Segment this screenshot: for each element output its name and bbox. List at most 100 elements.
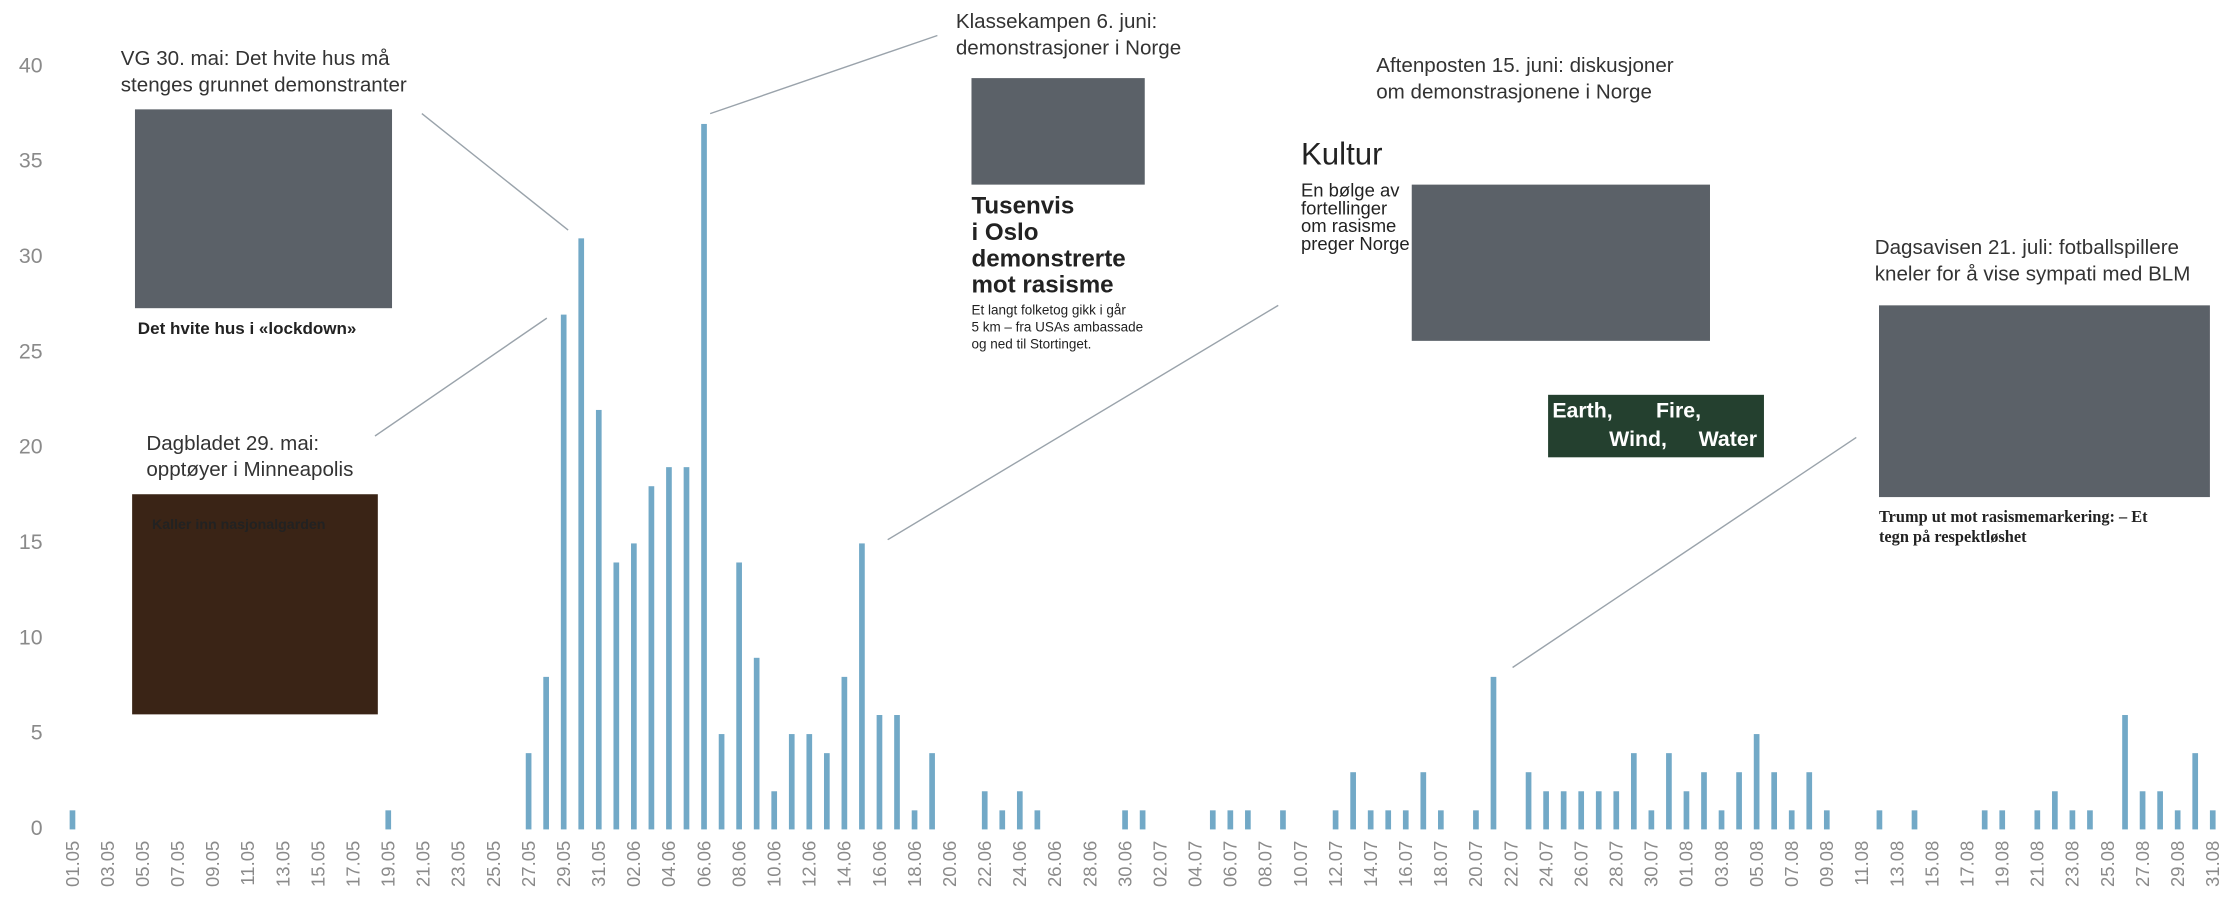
- image-text: mot rasisme: [971, 272, 1113, 299]
- bar: [1473, 810, 1479, 830]
- x-tick-label: 30.07: [1641, 841, 1662, 887]
- x-tick-label: 05.08: [1746, 841, 1767, 887]
- y-tick-label: 25: [19, 339, 43, 363]
- x-tick-label: 25.05: [483, 841, 504, 887]
- bar: [1683, 791, 1690, 830]
- bar: [1350, 772, 1356, 830]
- bar: [2139, 791, 2146, 830]
- image-text: om rasisme: [1301, 215, 1396, 236]
- bar: [823, 753, 830, 830]
- image-text: tegn på respektløshet: [1879, 527, 2027, 546]
- bar: [2174, 810, 2181, 830]
- bar: [560, 314, 567, 830]
- x-tick-label: 19.08: [1992, 841, 2013, 887]
- y-tick-label: 20: [19, 435, 43, 459]
- leader-line: [1512, 436, 1857, 669]
- x-tick-label: 18.07: [1430, 841, 1451, 887]
- image-text: fortellinger: [1301, 197, 1387, 218]
- image-text: Det hvite hus i «lockdown»: [138, 319, 357, 338]
- x-tick-label: 24.07: [1535, 841, 1556, 887]
- x-tick-label: 27.05: [518, 841, 539, 887]
- x-tick-label: 06.06: [693, 841, 714, 887]
- x-tick-label: 26.06: [1044, 841, 1065, 887]
- leader-line: [374, 317, 548, 437]
- bar: [2034, 810, 2041, 830]
- bar: [806, 734, 813, 830]
- x-tick-label: 09.05: [202, 841, 223, 887]
- annotation-text: stenges grunnet demonstranter: [121, 73, 407, 96]
- x-tick-label: 29.08: [2167, 841, 2188, 887]
- bar: [1438, 810, 1444, 830]
- news-image: [1878, 305, 2210, 498]
- x-tick-label: 02.06: [623, 841, 644, 887]
- image-text: Wind,: [1609, 427, 1667, 451]
- image-text: Et langt folketog gikk i går: [971, 303, 1126, 318]
- bar: [1034, 810, 1041, 830]
- bar: [841, 676, 848, 830]
- bar: [666, 467, 672, 830]
- bar: [543, 676, 549, 830]
- annotation-text: demonstrasjoner i Norge: [956, 36, 1181, 59]
- bar: [2122, 715, 2128, 830]
- x-tick-label: 07.05: [167, 841, 188, 887]
- bar: [1122, 810, 1128, 830]
- bar: [1139, 810, 1146, 830]
- x-tick-label: 20.07: [1465, 841, 1486, 887]
- image-text: Tusenvis: [971, 193, 1074, 220]
- bar: [771, 791, 778, 830]
- image-text: Trump ut mot rasismemarkering: – Et: [1879, 507, 2148, 526]
- annotation-text: opptøyer i Minneapolis: [146, 458, 353, 481]
- bar: [1876, 810, 1883, 830]
- x-tick-label: 16.06: [869, 841, 890, 887]
- bar: [578, 238, 585, 830]
- x-tick-label: 03.08: [1711, 841, 1732, 887]
- x-tick-label: 23.05: [448, 841, 469, 887]
- x-tick-label: 01.05: [62, 841, 83, 887]
- annotation-text: VG 30. mai: Det hvite hus må: [121, 47, 390, 70]
- news-image: [134, 109, 393, 309]
- bar: [1806, 772, 1813, 830]
- bar: [1578, 791, 1585, 830]
- bar: [788, 734, 795, 830]
- x-tick-label: 08.06: [728, 841, 749, 887]
- x-tick-label: 10.07: [1290, 841, 1311, 887]
- x-tick-label: 04.06: [658, 841, 679, 887]
- news-image: [1548, 394, 1764, 458]
- bar: [1736, 772, 1742, 830]
- x-tick-label: 01.08: [1676, 841, 1697, 887]
- bar: [876, 715, 883, 830]
- annotation-text: Klassekampen 6. juni:: [956, 10, 1157, 33]
- bar: [1490, 676, 1497, 830]
- bar: [701, 123, 707, 830]
- bar: [1595, 791, 1602, 830]
- x-tick-label: 03.05: [97, 841, 118, 887]
- image-text: Water: [1699, 427, 1757, 451]
- x-tick-label: 21.05: [413, 841, 434, 887]
- bar: [683, 467, 690, 830]
- bar: [1666, 753, 1672, 830]
- bar: [894, 715, 900, 830]
- image-text: Kultur: [1301, 136, 1383, 171]
- y-tick-label: 5: [31, 721, 43, 745]
- bar: [1420, 772, 1427, 830]
- x-tick-label: 12.07: [1325, 841, 1346, 887]
- bar: [1718, 810, 1725, 830]
- x-tick-label: 27.08: [2132, 841, 2153, 887]
- image-text: Kaller inn nasjonalgarden: [152, 517, 325, 533]
- x-tick-label: 10.06: [764, 841, 785, 887]
- x-tick-label: 13.08: [1886, 841, 1907, 887]
- bar: [718, 734, 725, 830]
- x-tick-label: 23.08: [2062, 841, 2083, 887]
- leader-line: [887, 304, 1279, 541]
- bar: [753, 657, 760, 830]
- bar: [1648, 810, 1655, 830]
- news-image: [132, 494, 378, 715]
- bar: [69, 810, 76, 830]
- bar: [736, 562, 742, 830]
- x-tick-label: 14.07: [1360, 841, 1381, 887]
- bar: [1613, 791, 1620, 830]
- x-tick-label: 12.06: [799, 841, 820, 887]
- leader-line: [709, 34, 938, 115]
